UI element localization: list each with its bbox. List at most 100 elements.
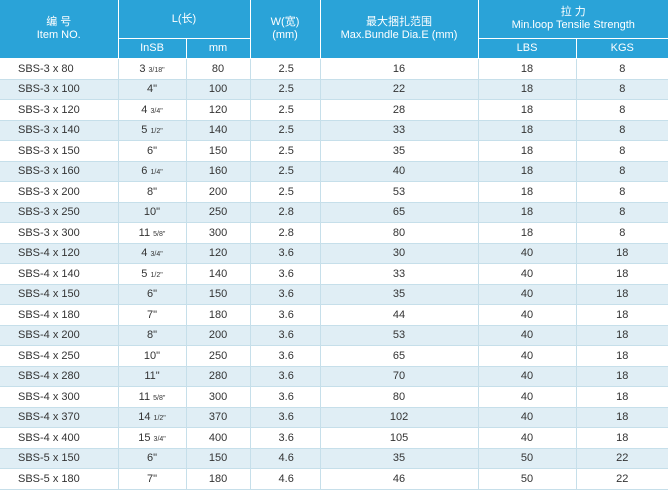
- insb-fraction: 3/4": [153, 435, 166, 443]
- mm-cell: 80: [186, 58, 251, 80]
- bundle-dia-cell: 35: [320, 140, 479, 162]
- kgs-cell: 8: [576, 99, 668, 121]
- item-header: 编 号 Item NO.: [0, 0, 119, 59]
- header-row: 编 号 Item NO. L(长) W(宽) (mm) 最大捆扎范围 Max.B…: [0, 0, 668, 59]
- lbs-cell: 18: [478, 99, 577, 121]
- lbs-cell: 40: [478, 263, 577, 285]
- table-row: SBS-5 x 150 6" 150 4.6 35 50 22: [0, 448, 668, 469]
- insb-cell: 3 3/18": [118, 58, 187, 80]
- insb-cell: 5 1/2": [118, 263, 187, 285]
- width-header-cn: W(宽): [270, 16, 300, 28]
- tensile-header-cn: 拉 力: [560, 6, 586, 18]
- insb-whole: 4": [146, 83, 158, 96]
- kgs-cell: 8: [576, 140, 668, 162]
- lbs-cell: 40: [478, 325, 577, 346]
- table-row: SBS-4 x 180 7" 180 3.6 44 40 18: [0, 304, 668, 326]
- table-body: SBS-3 x 80 3 3/18" 80 2.5 16 18 8 SBS-3 x 100 4"…: [0, 58, 668, 490]
- insb-whole: 10": [143, 206, 161, 219]
- insb-fraction: 3/4": [150, 251, 163, 259]
- table-row: SBS-4 x 120 4 3/4" 120 3.6 30 40 18: [0, 243, 668, 264]
- insb-whole: 7": [146, 472, 158, 485]
- width-cell: 3.6: [250, 345, 321, 367]
- lbs-cell: 40: [478, 427, 577, 449]
- mm-cell: 300: [186, 386, 251, 408]
- width-cell: 4.6: [250, 468, 321, 490]
- lbs-cell: 40: [478, 304, 577, 326]
- width-header-unit: (mm): [272, 29, 298, 41]
- item-cell: SBS-3 x 100: [0, 79, 119, 100]
- insb-whole: 8": [146, 329, 158, 342]
- kgs-cell: 18: [576, 366, 668, 387]
- width-cell: 4.6: [250, 448, 321, 469]
- table-row: SBS-4 x 400 15 3/4" 400 3.6 105 40 18: [0, 427, 668, 449]
- width-cell: 2.5: [250, 161, 321, 182]
- mm-cell: 120: [186, 99, 251, 121]
- mm-cell: 250: [186, 345, 251, 367]
- insb-cell: 6": [118, 284, 187, 305]
- lbs-cell: 40: [478, 243, 577, 264]
- table-row: SBS-4 x 370 14 1/2" 370 3.6 102 40 18: [0, 407, 668, 428]
- insb-fraction: 5/8": [153, 394, 166, 402]
- width-cell: 2.8: [250, 202, 321, 223]
- length-header: L(长): [118, 0, 251, 39]
- table-row: SBS-3 x 100 4" 100 2.5 22 18 8: [0, 79, 668, 100]
- insb-cell: 6 1/4": [118, 161, 187, 182]
- kgs-cell: 8: [576, 79, 668, 100]
- lbs-cell: 50: [478, 468, 577, 490]
- item-cell: SBS-3 x 160: [0, 161, 119, 182]
- item-cell: SBS-3 x 140: [0, 120, 119, 141]
- width-cell: 3.6: [250, 427, 321, 449]
- table-row: SBS-4 x 200 8" 200 3.6 53 40 18: [0, 325, 668, 346]
- lbs-cell: 18: [478, 79, 577, 100]
- lbs-cell: 40: [478, 284, 577, 305]
- width-cell: 3.6: [250, 386, 321, 408]
- kgs-cell: 18: [576, 407, 668, 428]
- table-row: SBS-3 x 120 4 3/4" 120 2.5 28 18 8: [0, 99, 668, 121]
- bundle-dia-cell: 33: [320, 120, 479, 141]
- insb-fraction: 1/2": [150, 128, 163, 136]
- insb-cell: 5 1/2": [118, 120, 187, 141]
- tensile-header: 拉 力 Min.loop Tensile Strength: [478, 0, 668, 39]
- insb-whole: 7": [146, 308, 158, 321]
- table-row: SBS-3 x 160 6 1/4" 160 2.5 40 18 8: [0, 161, 668, 182]
- bundle-dia-cell: 35: [320, 284, 479, 305]
- table-row: SBS-3 x 250 10" 250 2.8 65 18 8: [0, 202, 668, 223]
- bundle-dia-cell: 70: [320, 366, 479, 387]
- bundle-dia-cell: 53: [320, 325, 479, 346]
- insb-whole: 11: [138, 390, 151, 403]
- insb-cell: 7": [118, 304, 187, 326]
- item-header-en: Item NO.: [36, 29, 81, 41]
- width-cell: 3.6: [250, 304, 321, 326]
- table-row: SBS-4 x 300 11 5/8" 300 3.6 80 40 18: [0, 386, 668, 408]
- bundle-dia-cell: 102: [320, 407, 479, 428]
- lbs-cell: 18: [478, 222, 577, 244]
- width-cell: 2.5: [250, 140, 321, 162]
- insb-cell: 11": [118, 366, 187, 387]
- lbs-cell: 18: [478, 161, 577, 182]
- width-cell: 2.5: [250, 120, 321, 141]
- lbs-cell: 18: [478, 58, 577, 80]
- mm-cell: 150: [186, 284, 251, 305]
- tensile-header-en: Min.loop Tensile Strength: [511, 19, 635, 31]
- insb-whole: 5: [141, 267, 148, 280]
- insb-whole: 4: [141, 103, 148, 116]
- mm-cell: 120: [186, 243, 251, 264]
- kgs-cell: 18: [576, 263, 668, 285]
- table-row: SBS-5 x 180 7" 180 4.6 46 50 22: [0, 468, 668, 490]
- lbs-cell: 40: [478, 366, 577, 387]
- insb-fraction: 1/4": [150, 169, 163, 177]
- item-header-cn: 编 号: [46, 16, 72, 28]
- item-cell: SBS-5 x 180: [0, 468, 119, 490]
- bundle-header-cn: 最大捆扎范围: [366, 16, 433, 28]
- insb-header: InSB: [118, 38, 187, 59]
- bundle-dia-cell: 40: [320, 161, 479, 182]
- item-cell: SBS-3 x 300: [0, 222, 119, 244]
- mm-cell: 400: [186, 427, 251, 449]
- mm-cell: 150: [186, 140, 251, 162]
- insb-fraction: 5/8": [153, 230, 166, 238]
- table-row: SBS-3 x 140 5 1/2" 140 2.5 33 18 8: [0, 120, 668, 141]
- insb-whole: 15: [138, 431, 151, 444]
- table-row: SBS-3 x 150 6" 150 2.5 35 18 8: [0, 140, 668, 162]
- item-cell: SBS-3 x 200: [0, 181, 119, 203]
- insb-cell: 10": [118, 202, 187, 223]
